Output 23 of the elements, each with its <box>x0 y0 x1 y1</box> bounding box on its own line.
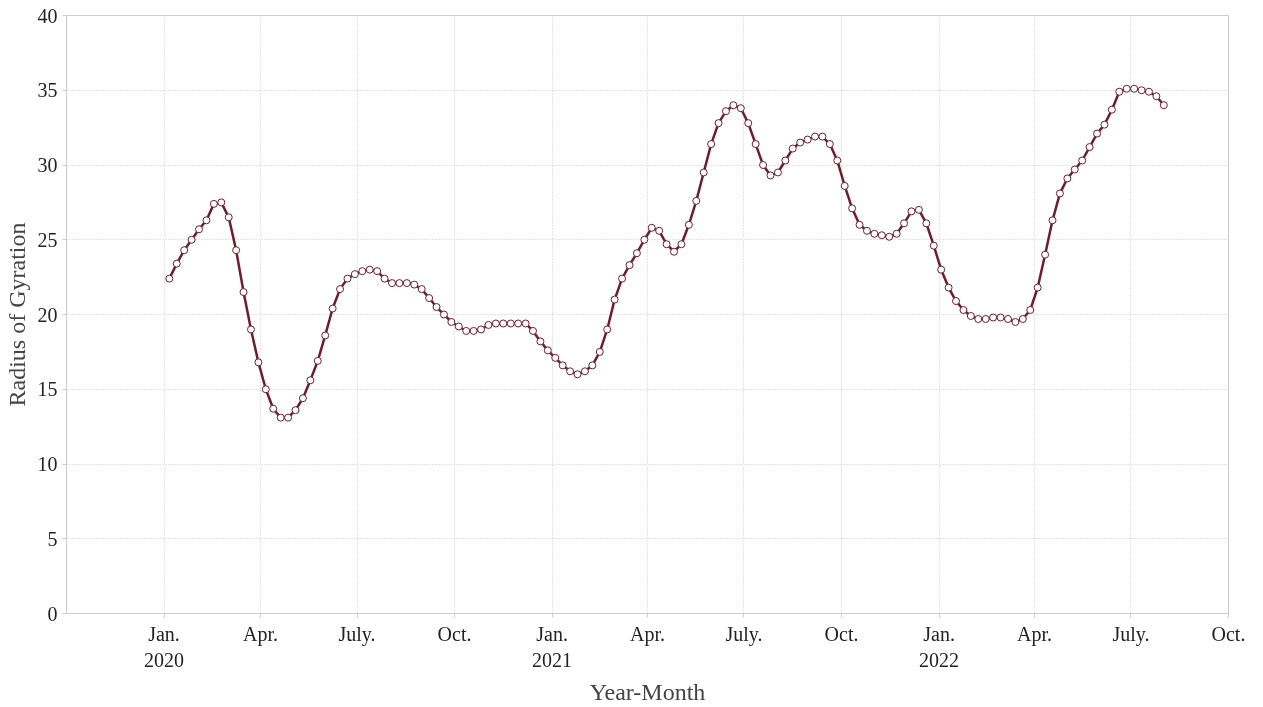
y-tick-label: 30 <box>37 154 58 176</box>
x-tick-label: July. <box>725 622 763 646</box>
y-tick-label: 40 <box>37 4 58 27</box>
x-tick-label: July. <box>1112 622 1150 646</box>
x-tick-label: Apr. <box>243 622 279 646</box>
x-axis-title: Year-Month <box>589 678 706 705</box>
y-tick-label: 35 <box>37 79 58 102</box>
y-tick-label: 15 <box>37 378 58 401</box>
x-tick-label: Oct. <box>1211 622 1246 645</box>
x-tick-label: July. <box>338 622 376 646</box>
y-axis-title: Radius of Gyration <box>3 222 30 407</box>
y-tick-label: 10 <box>37 453 58 475</box>
x-tick-label: Oct. <box>437 622 472 645</box>
x-tick-label: Jan. 2020 <box>144 622 185 671</box>
x-tick-label: Apr. <box>1016 622 1052 646</box>
x-tick-label: Apr. <box>630 622 665 646</box>
x-tick-label: Jan. 2022 <box>919 622 960 671</box>
y-tick-label: 0 <box>47 602 58 625</box>
y-tick-label: 5 <box>47 527 58 550</box>
x-tick-label: Jan. 2021 <box>532 622 573 671</box>
y-tick-label: 25 <box>37 228 58 251</box>
x-tick-label: Oct. <box>824 622 859 645</box>
y-tick-label: 20 <box>37 303 58 326</box>
